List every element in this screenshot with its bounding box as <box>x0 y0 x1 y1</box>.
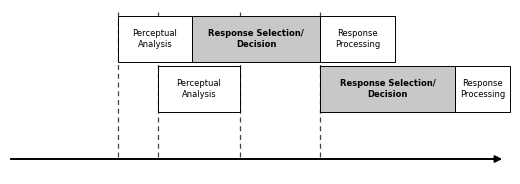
Text: Response
Processing: Response Processing <box>460 79 505 99</box>
Text: Perceptual
Analysis: Perceptual Analysis <box>177 79 222 99</box>
Bar <box>320 66 455 112</box>
Bar <box>158 66 240 112</box>
Bar <box>455 66 510 112</box>
Bar <box>192 16 320 62</box>
Text: Perceptual
Analysis: Perceptual Analysis <box>133 29 177 49</box>
Text: Response Selection/
Decision: Response Selection/ Decision <box>340 79 435 99</box>
Text: Response Selection/
Decision: Response Selection/ Decision <box>208 29 304 49</box>
Text: Response
Processing: Response Processing <box>335 29 380 49</box>
Bar <box>118 16 192 62</box>
Bar <box>320 16 395 62</box>
